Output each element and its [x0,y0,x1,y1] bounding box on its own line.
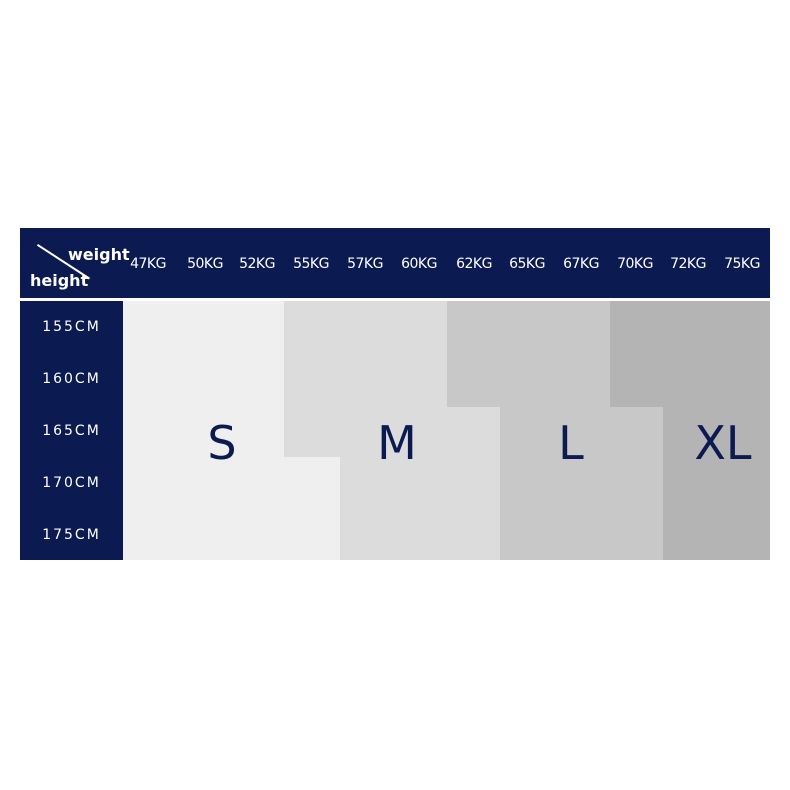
size-m-label: M [377,416,417,470]
weight-col: 52KG [239,256,275,272]
weight-col: 47KG [130,256,166,272]
weight-col: 75KG [724,256,760,272]
weight-col: 67KG [563,256,599,272]
size-xl-label: XL [694,416,752,470]
height-row: 175CM [42,527,101,543]
weight-col: 57KG [347,256,383,272]
size-m-region [340,457,500,560]
weight-col: 65KG [509,256,545,272]
table-header: weight height 47KG 50KG 52KG 55KG 57KG 6… [20,228,770,298]
height-row: 165CM [42,423,101,439]
size-s-region [284,457,340,560]
size-l-region [500,407,663,560]
weight-col: 55KG [293,256,329,272]
height-row: 155CM [42,319,101,335]
height-row: 170CM [42,475,101,491]
size-l-region [447,301,610,407]
weight-col: 60KG [401,256,437,272]
size-m-region [284,301,447,457]
corner-height-label: height [30,271,89,290]
size-xl-region [610,301,770,407]
size-xl-region [663,407,770,560]
size-m-region [447,407,500,457]
weight-col: 50KG [187,256,223,272]
weight-col: 72KG [670,256,706,272]
size-s-label: S [207,416,237,470]
size-s-region [123,301,284,560]
weight-col: 62KG [456,256,492,272]
height-row: 160CM [42,371,101,387]
corner-weight-label: weight [68,245,130,264]
size-l-label: L [558,416,584,470]
weight-col: 70KG [617,256,653,272]
height-column: 155CM 160CM 165CM 170CM 175CM [20,301,123,560]
